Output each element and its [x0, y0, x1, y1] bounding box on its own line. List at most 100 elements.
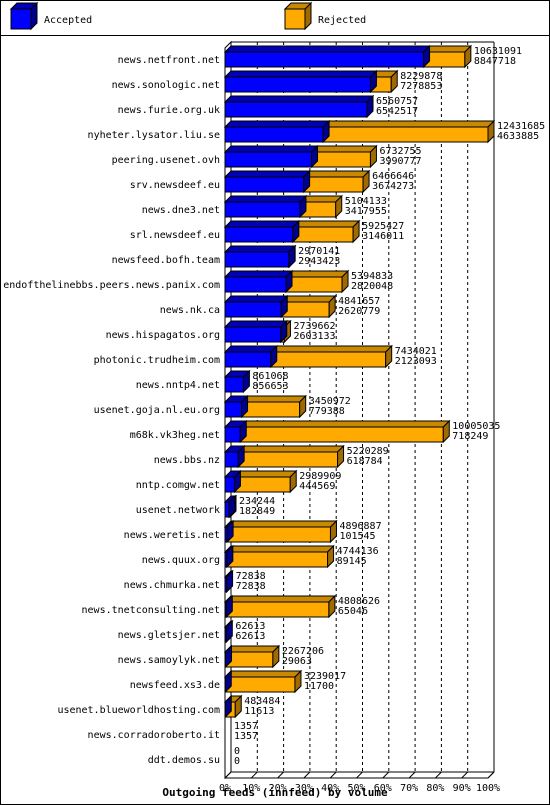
axis-tick-mark: [382, 771, 390, 779]
bar-rejected: [225, 594, 337, 619]
value-label-secondary: 62613: [235, 631, 265, 642]
value-label-secondary: 101545: [339, 531, 375, 542]
category-label: srl.newsdeef.eu: [130, 230, 220, 241]
value-label-primary: 861068: [252, 371, 288, 382]
bar-row: [223, 394, 307, 419]
bar-accepted-face: [224, 201, 301, 218]
bar-rejected: [224, 669, 303, 694]
bar-accepted: [223, 669, 233, 694]
value-label-secondary: 856653: [252, 381, 288, 392]
bar-rejected: [225, 519, 338, 544]
chart-title: Outgoing feeds (innfeed) by volume: [162, 786, 388, 799]
legend-rejected-label: Rejected: [318, 15, 366, 26]
bar-accepted: [223, 544, 235, 569]
bar-rejected: [225, 544, 335, 569]
category-label: nyheter.lysator.liu.se: [88, 130, 220, 141]
bar-rejected-side: [390, 69, 398, 94]
value-label-primary: 10631091: [474, 46, 522, 57]
x-tick-label: 20%: [269, 783, 287, 794]
bar-rejected-face: [239, 426, 444, 443]
bar-rejected-top: [422, 45, 473, 53]
bar-accepted: [223, 519, 235, 544]
bar-accepted: [223, 569, 234, 594]
bar-rejected-side: [487, 119, 495, 144]
bar-rejected-top: [224, 670, 303, 678]
value-label-primary: 1357: [234, 721, 258, 732]
value-label-secondary: 718249: [452, 431, 488, 442]
value-label-primary: 6560757: [376, 96, 418, 107]
category-label: usenet.goja.nl.eu.org: [94, 405, 220, 416]
bar-rejected-face: [285, 276, 343, 293]
bar-rejected-side: [327, 544, 335, 569]
bar-rejected-side: [442, 419, 450, 444]
bar-accepted-top: [223, 270, 294, 278]
bar-accepted-top: [223, 45, 431, 53]
value-label-secondary: 3990777: [379, 156, 421, 167]
bar-accepted-face: [224, 76, 371, 93]
bar-rejected-face: [225, 651, 274, 668]
value-label-secondary: 7278853: [400, 81, 442, 92]
legend-rejected: Rejected: [283, 1, 366, 31]
bar-row: [223, 644, 281, 669]
bar-rejected-face: [237, 451, 339, 468]
value-label-primary: 5394833: [351, 271, 393, 282]
category-label: nntp.comgw.net: [136, 480, 220, 491]
x-tick-label: 100%: [476, 783, 500, 794]
bar-accepted-face: [224, 451, 239, 468]
category-label: news.corradoroberto.it: [88, 730, 220, 741]
legend-accepted-swatch: [10, 8, 32, 30]
value-label-secondary: 779388: [309, 406, 345, 417]
bars: [223, 44, 496, 719]
bar-accepted-face: [224, 351, 272, 368]
bar-rejected-side: [234, 694, 242, 719]
x-tick-label: 70%: [400, 783, 418, 794]
category-label: news.chmurka.net: [124, 580, 220, 591]
category-label: ddt.demos.su: [148, 755, 220, 766]
value-label-secondary: 3674273: [372, 181, 414, 192]
bar-accepted: [223, 119, 331, 144]
bar-accepted-side: [241, 394, 249, 419]
bar-accepted-side: [303, 169, 311, 194]
value-label-secondary: 8847718: [474, 56, 516, 67]
category-label: news.bbs.nz: [154, 455, 220, 466]
bar-accepted: [223, 319, 288, 344]
bar-rejected-side: [362, 169, 370, 194]
bar-accepted-face: [224, 326, 282, 343]
bar-row: [223, 219, 361, 244]
bar-rejected-side: [289, 469, 297, 494]
bar-row: [223, 169, 371, 194]
bar-rejected-top: [321, 120, 496, 128]
bar-rejected: [239, 419, 451, 444]
bar-accepted: [223, 294, 289, 319]
bar-accepted: [223, 619, 234, 644]
bar-rejected: [310, 144, 378, 169]
bar-rejected: [224, 644, 281, 669]
bar-accepted: [223, 444, 246, 469]
x-tick-label: 40%: [321, 783, 339, 794]
value-label-secondary: 6542517: [376, 106, 418, 117]
value-label-secondary: 182849: [239, 506, 275, 517]
bar-rejected-side: [464, 44, 472, 69]
bar-accepted-side: [226, 569, 234, 594]
value-label-primary: 2989909: [299, 471, 341, 482]
bar-accepted-top: [223, 220, 301, 228]
category-label: news.nk.ca: [160, 305, 220, 316]
value-label-primary: 62613: [235, 621, 265, 632]
value-label-secondary: 1357: [234, 731, 258, 742]
category-label: news.nntp4.net: [136, 380, 220, 391]
bar-accepted-face: [224, 176, 305, 193]
bar-accepted-side: [226, 519, 234, 544]
bar-row: [223, 294, 337, 319]
bar-accepted-side: [299, 194, 307, 219]
bar-rejected-top: [225, 520, 338, 528]
category-label: news.netfront.net: [118, 55, 220, 66]
bar-accepted: [223, 69, 378, 94]
value-label-secondary: 11700: [304, 681, 334, 692]
bar-row: [223, 119, 496, 144]
axis-tick-mark: [277, 771, 284, 779]
bar-accepted: [223, 644, 233, 669]
axis-tick-mark: [435, 771, 442, 779]
axis-tick-mark: [356, 771, 363, 779]
bar-rejected: [269, 344, 393, 369]
